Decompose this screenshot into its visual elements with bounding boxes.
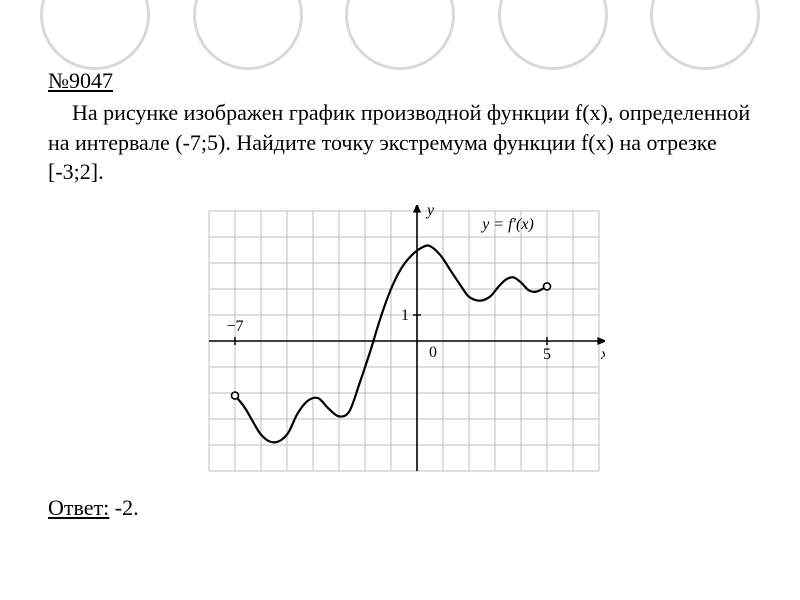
answer-label: Ответ: — [48, 495, 109, 520]
svg-text:0: 0 — [429, 344, 437, 361]
decorative-circle — [498, 0, 608, 70]
problem-text: На рисунке изображен график производной … — [48, 98, 760, 187]
decorative-circle — [650, 0, 760, 70]
decorative-circle — [193, 0, 303, 70]
svg-text:−7: −7 — [226, 318, 243, 335]
svg-text:5: 5 — [543, 346, 551, 363]
answer-value: -2. — [115, 495, 139, 520]
decorative-circle — [345, 0, 455, 70]
slide-content: №9047 На рисунке изображен график произв… — [48, 68, 760, 521]
svg-text:x: x — [600, 346, 605, 363]
chart-container: −7 5 0 1 y x y = f′(x) — [154, 205, 654, 477]
derivative-chart: −7 5 0 1 y x y = f′(x) — [203, 205, 605, 477]
svg-text:1: 1 — [401, 307, 409, 324]
answer-line: Ответ: -2. — [48, 495, 760, 521]
svg-text:y = f′(x): y = f′(x) — [480, 216, 534, 233]
svg-text:y: y — [425, 205, 435, 219]
decorative-circle — [40, 0, 150, 70]
problem-number: №9047 — [48, 68, 760, 94]
